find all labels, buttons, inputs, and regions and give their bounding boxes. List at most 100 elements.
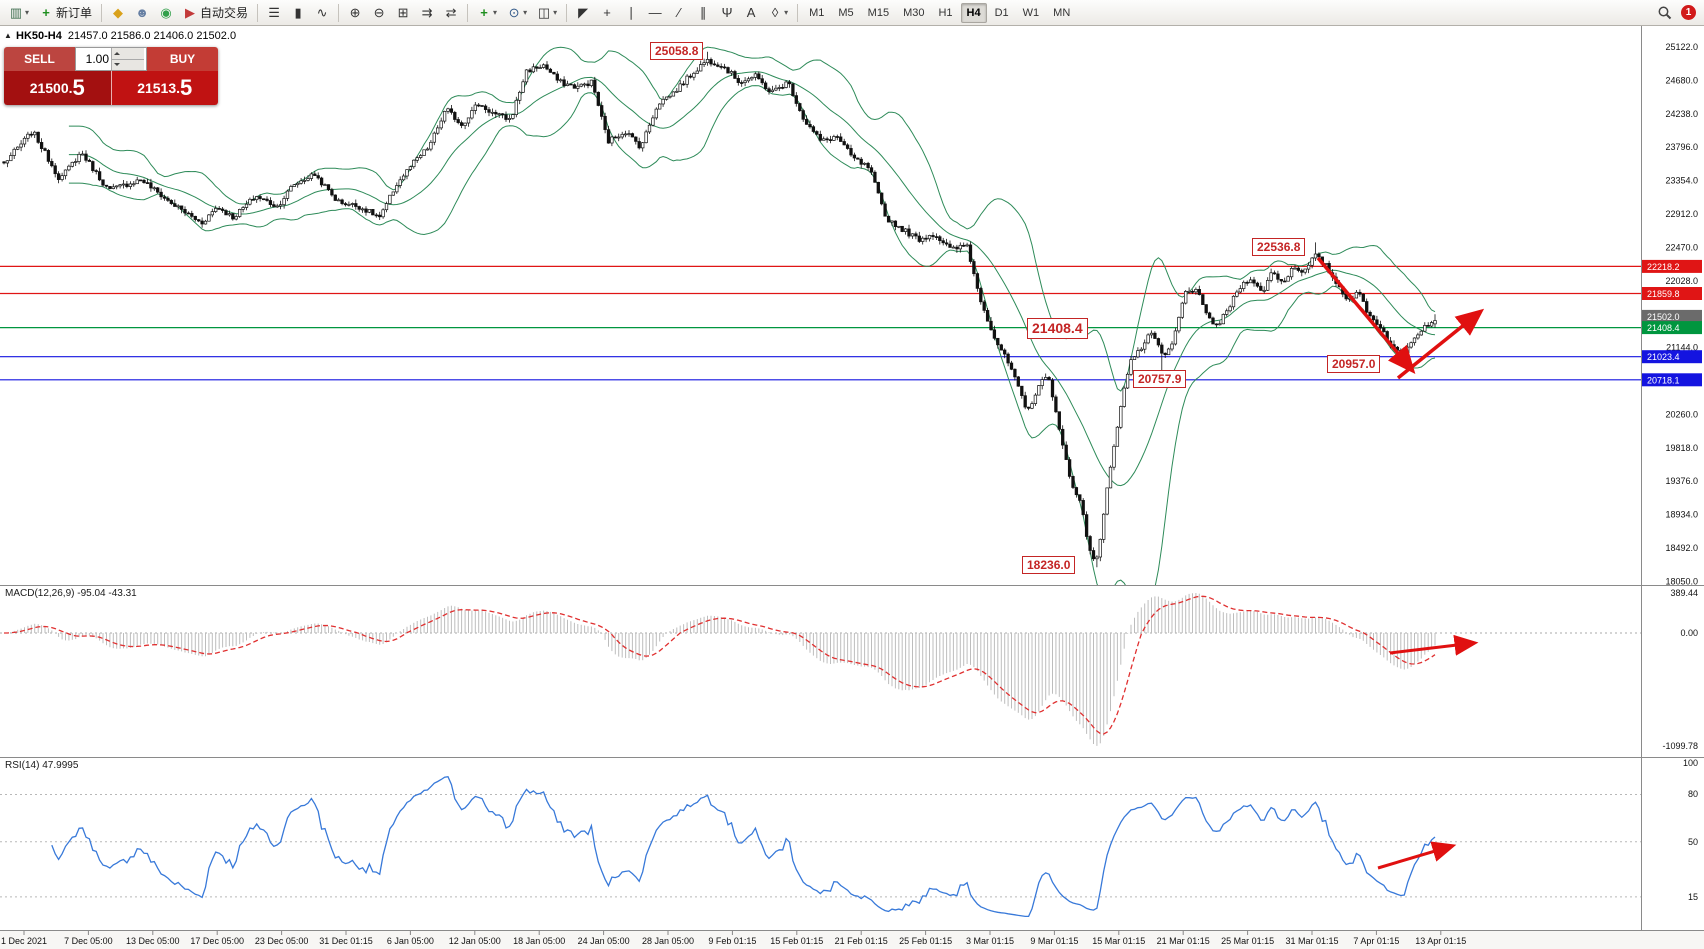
chart-shift-button[interactable]: ⇄ [440, 2, 462, 24]
time-axis-label: 25 Mar 01:15 [1221, 936, 1274, 946]
macd-signal-line [4, 595, 1436, 735]
rsi-line [51, 775, 1436, 918]
sell-button[interactable]: SELL [4, 47, 75, 71]
drawn-arrows[interactable] [1316, 256, 1485, 870]
shapes-tool-icon: ◊ [771, 4, 779, 20]
price-annotation[interactable]: 25058.8 [650, 42, 704, 61]
new-order-icon: + [42, 4, 50, 20]
timeframe-m30-button[interactable]: M30 [903, 6, 925, 19]
bar-chart-mode-button[interactable]: ☰ [263, 2, 285, 24]
tile-windows-button[interactable]: ⊞ [392, 2, 414, 24]
timeframe-toolbar: M1 M5 M15 M30 H1 H4 D1 W1 MN [802, 0, 1077, 25]
time-axis-label: 24 Jan 05:00 [578, 936, 630, 946]
zoom-out-icon: ⊖ [373, 4, 385, 20]
trend-arrow-down[interactable] [1316, 256, 1416, 375]
price-tag [1642, 287, 1702, 300]
templates-dropdown-icon: ▾ [553, 8, 558, 17]
time-axis-label: 17 Dec 05:00 [190, 936, 244, 946]
price-annotation[interactable]: 22536.8 [1252, 238, 1306, 257]
horizontal-line-tool-button[interactable]: ― [644, 2, 666, 24]
symbol-name: HK50-H4 [16, 30, 62, 42]
candles [2, 51, 1437, 568]
volume-input[interactable]: 1.00 [75, 47, 147, 71]
price-tag [1642, 259, 1702, 273]
zoom-in-button[interactable]: ⊕ [344, 2, 366, 24]
volume-up-icon[interactable] [111, 48, 144, 60]
price-axis-label: 24680.0 [1665, 75, 1698, 85]
algo-trading-button[interactable]: ▶ 自动交易 [179, 2, 252, 24]
periods-button[interactable]: ⊙ ▾ [503, 2, 531, 24]
templates-icon: ◫ [537, 4, 551, 20]
andrews-fork-tool-button[interactable]: Ψ [716, 2, 738, 24]
trendline-tool-button[interactable]: ∕ [668, 2, 690, 24]
price-axis-label: 23354.0 [1665, 176, 1698, 186]
time-axis-label: 6 Jan 05:00 [387, 936, 434, 946]
timeframe-m15-button[interactable]: M15 [867, 6, 890, 19]
search-icon[interactable] [1657, 5, 1673, 21]
price-axis[interactable]: 25122.0 24680.0 24238.0 23796.0 23354.0 22912… [0, 26, 1704, 949]
candlestick-mode-button[interactable]: ▮ [287, 2, 309, 24]
channel-tool-button[interactable]: ∥ [692, 2, 714, 24]
timeframe-m1-button[interactable]: M1 [809, 6, 825, 19]
text-tool-button[interactable]: A [740, 2, 762, 24]
price-tag [1642, 373, 1702, 387]
bar-chart-mode-icon: ☰ [268, 4, 280, 20]
line-chart-mode-button[interactable]: ∿ [311, 2, 333, 24]
trend-arrow-up[interactable] [1396, 308, 1485, 380]
timeframe-mn-button[interactable]: MN [1053, 6, 1071, 19]
profile-button[interactable]: ☻ [131, 2, 153, 24]
timeframe-w1-button[interactable]: W1 [1022, 6, 1040, 19]
price-axis-label: 22470.0 [1665, 242, 1698, 252]
timeframe-m5-button[interactable]: M5 [838, 6, 854, 19]
macd-panel[interactable] [0, 593, 1641, 746]
templates-button[interactable]: ◫ ▾ [533, 2, 561, 24]
rsi-panel[interactable] [0, 775, 1641, 918]
indicators-button[interactable]: + ▾ [473, 2, 501, 24]
rsi-axis-label: 80 [1688, 789, 1698, 799]
chart-window-button[interactable]: ▥ ▾ [5, 2, 33, 24]
price-axis-label: 18492.0 [1665, 543, 1698, 553]
volume-down-icon[interactable] [111, 59, 144, 70]
horizontal-line-objects[interactable] [0, 265, 1641, 381]
indicators-dropdown-icon: ▾ [493, 8, 498, 17]
zoom-out-button[interactable]: ⊖ [368, 2, 390, 24]
toolbar-separator [467, 3, 469, 22]
rsi-axis-label: 50 [1688, 837, 1698, 847]
buy-button[interactable]: BUY [147, 47, 218, 71]
macd-axis-label: 389.44 [1670, 588, 1698, 598]
community-button[interactable]: ◉ [155, 2, 177, 24]
price-axis-label: 24238.0 [1665, 109, 1698, 119]
buy-price[interactable]: 21513. 5 [111, 71, 218, 105]
timeframe-h1-button[interactable]: H1 [938, 6, 953, 19]
metaeditor-button[interactable]: ◆ [107, 2, 129, 24]
sell-price[interactable]: 21500. 5 [4, 71, 112, 105]
main-price-panel[interactable] [0, 46, 1641, 608]
periods-icon: ⊙ [508, 4, 520, 20]
algo-trading-icon: ▶ [185, 4, 196, 20]
horizontal-line-tool-icon: ― [648, 4, 662, 20]
cursor-tool-button[interactable]: ◤ [572, 2, 594, 24]
time-axis[interactable]: 1 Dec 2021 7 Dec 05:00 13 Dec 05:00 17 Dec … [1, 931, 1466, 946]
main-toolbar: ▥ ▾ + 新订单 ◆ ☻ ◉ ▶ 自动交易 ☰ ▮ ∿ ⊕ ⊖ ⊞ ⇉ ⇄ + ▾ ⊙ ▾ ◫ ▾ ◤ + ∣ ― ∕ ∥ Ψ A ◊ ▾ M… [0, 0, 1704, 26]
shapes-tool-button[interactable]: ◊ ▾ [764, 2, 792, 24]
timeframe-d1-button[interactable]: D1 [994, 6, 1009, 19]
price-annotation[interactable]: 18236.0 [1022, 556, 1076, 575]
macd-arrow[interactable] [1389, 634, 1479, 656]
periods-dropdown-icon: ▾ [523, 8, 528, 17]
price-axis-label: 22028.0 [1665, 276, 1698, 286]
price-annotation[interactable]: 20757.9 [1133, 370, 1187, 389]
chart-window-icon: ▥ [9, 4, 23, 20]
price-tag-label: 21859.8 [1647, 289, 1680, 299]
new-order-button[interactable]: + 新订单 [35, 2, 96, 24]
toolbar-separator [566, 3, 568, 22]
rsi-arrow[interactable] [1377, 841, 1457, 870]
vertical-line-tool-button[interactable]: ∣ [620, 2, 642, 24]
trade-panel-toggle-icon[interactable]: ▲ [4, 31, 12, 40]
crosshair-tool-button[interactable]: + [596, 2, 618, 24]
notification-badge[interactable]: 1 [1681, 5, 1696, 20]
timeframe-h4-button[interactable]: H4 [960, 2, 987, 23]
chart-canvas[interactable]: 25122.0 24680.0 24238.0 23796.0 23354.0 22912… [0, 26, 1704, 949]
price-annotation[interactable]: 21408.4 [1027, 318, 1088, 339]
price-annotation[interactable]: 20957.0 [1327, 355, 1381, 374]
auto-scroll-button[interactable]: ⇉ [416, 2, 438, 24]
